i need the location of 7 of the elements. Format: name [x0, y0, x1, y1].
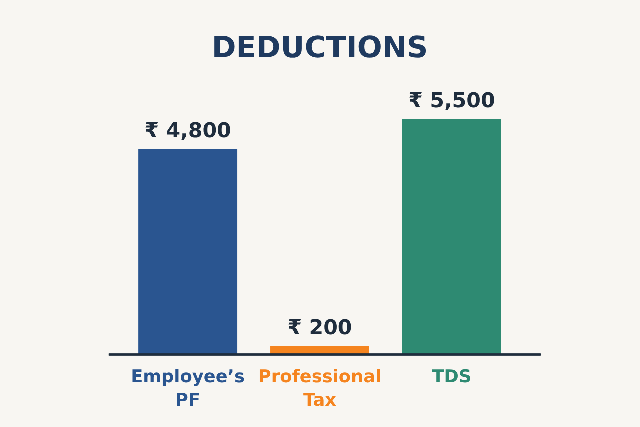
x-tick-label: Employee’s PF: [131, 367, 246, 411]
x-tick-label: Professional Tax: [258, 367, 382, 411]
data-label: ₹ 4,800: [144, 118, 232, 142]
data-label: ₹ 5,500: [408, 88, 496, 112]
chart-title: DEDUCTIONS: [212, 30, 428, 64]
data-label: ₹ 200: [288, 315, 352, 340]
x-tick-label: TDS: [432, 367, 472, 388]
